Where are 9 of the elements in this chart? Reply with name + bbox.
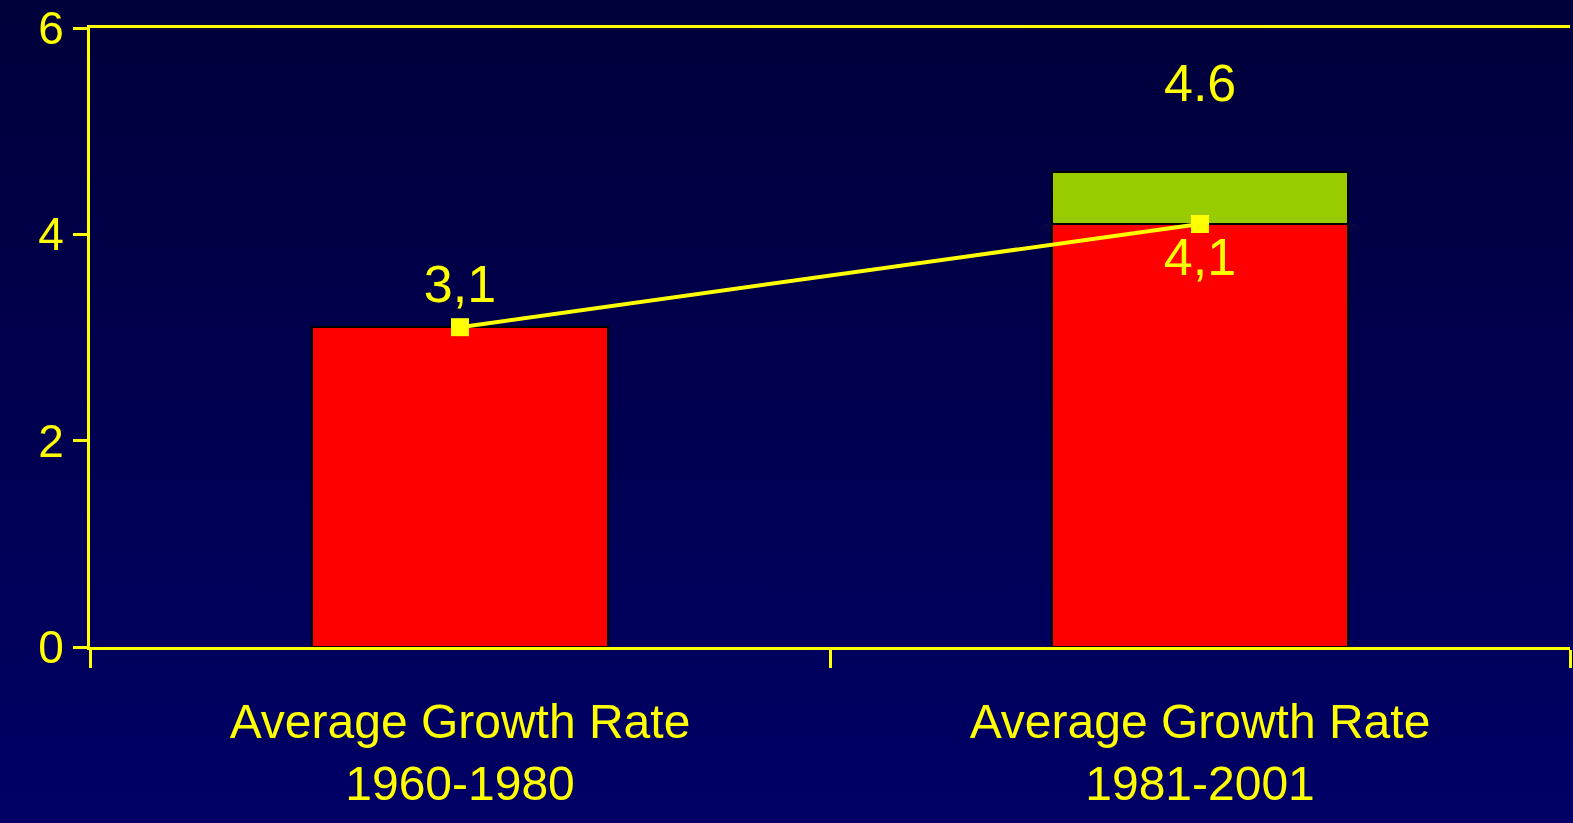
x-tick-label: Average Growth Rate 1981-2001 — [969, 694, 1431, 810]
total-label: 4.6 — [1164, 54, 1237, 112]
x-tick-label: Average Growth Rate 1960-1980 — [229, 694, 691, 810]
data-label: 4,1 — [1163, 228, 1237, 287]
data-label: 3,1 — [423, 254, 497, 313]
y-tick-label: 2 — [38, 414, 64, 467]
y-tick-label: 6 — [38, 2, 64, 55]
y-tick-label: 0 — [38, 621, 64, 674]
y-tick-label: 4 — [38, 208, 64, 261]
